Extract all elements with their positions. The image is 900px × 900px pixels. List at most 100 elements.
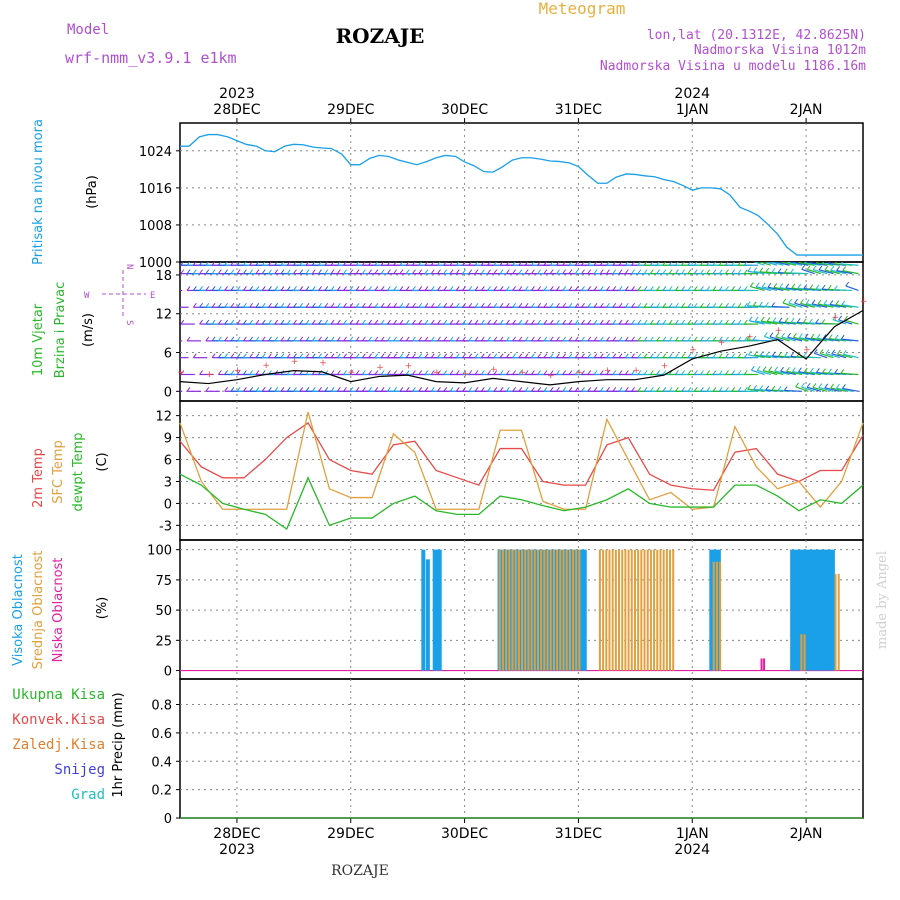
- wind-barb-flag: [668, 302, 673, 308]
- wind-barb-flag: [788, 298, 793, 304]
- top-day-label: 29DEC: [327, 102, 374, 118]
- wind-barb-flag: [437, 336, 441, 342]
- wind-barb-flag: [537, 269, 542, 274]
- wind-barb-flag: [462, 370, 466, 375]
- panel-precipitation: 0 0.2 0.4 0.6 0.8: [151, 678, 864, 827]
- wind-barb-flag: [537, 353, 542, 358]
- wind-barb-flag: [330, 336, 335, 342]
- wind-barb-flag: [180, 269, 185, 274]
- wind-barb-flag: [217, 269, 222, 274]
- bottom-day-label: 30DEC: [441, 826, 488, 842]
- wind-barb-flag: [765, 351, 770, 356]
- gust-marker: +: [262, 361, 270, 371]
- wind-barb-flag: [524, 387, 529, 392]
- wind-barb-flag: [518, 319, 523, 325]
- wind-barb-flag: [700, 370, 704, 375]
- wind-barb-flag: [474, 302, 479, 308]
- wind-barb-flag: [355, 336, 360, 342]
- wind-barb-flag: [687, 370, 692, 375]
- wind-barb-flag: [299, 269, 304, 274]
- compass-south: S: [124, 320, 134, 325]
- wind-barb-flag: [556, 269, 560, 274]
- wind-barb-flag: [837, 349, 841, 355]
- wind-barb-flag: [343, 353, 347, 358]
- wind-barb-flag: [355, 370, 360, 375]
- wind-barb-flag: [624, 370, 629, 375]
- wind-barb-flag: [330, 269, 335, 274]
- wind-barb: [804, 371, 821, 376]
- wind-barb-flag: [437, 353, 441, 358]
- gust-marker: +: [775, 326, 783, 336]
- cloud-bar: [640, 549, 643, 671]
- wind-barb-flag: [712, 336, 717, 342]
- bottom-year-label: 2024: [674, 842, 710, 858]
- cloud-bar: [432, 549, 437, 671]
- wind-barb-flag: [192, 269, 197, 274]
- gust-marker: +: [519, 368, 527, 378]
- cloud-bar: [568, 549, 571, 671]
- wind-barb-flag: [230, 319, 235, 325]
- wind-barb-flag: [810, 333, 815, 339]
- wind-barb-flag: [537, 262, 541, 266]
- wind-barb-flag: [480, 370, 485, 375]
- wind-barb-flag: [349, 269, 354, 274]
- cloud-bar: [560, 549, 565, 671]
- wind-barb-flag: [424, 262, 429, 266]
- wind-barb-flag: [760, 316, 765, 322]
- wind-barb: [841, 338, 859, 342]
- wind-barb-flag: [693, 370, 698, 375]
- wind-barb-flag: [318, 353, 322, 358]
- wind-barb-flag: [299, 387, 304, 392]
- gust-marker: +: [547, 371, 555, 381]
- wind-barb-flag: [556, 370, 560, 375]
- cloud-bar: [803, 634, 806, 671]
- wind-barb-flag: [261, 286, 266, 291]
- y-tick-label: 6: [164, 454, 172, 469]
- wind-barb-flag: [731, 286, 736, 291]
- y-tick-label: 0.4: [151, 755, 172, 770]
- cloud-bar: [649, 549, 652, 671]
- gust-marker: +: [291, 357, 299, 367]
- wind-barb-flag: [743, 336, 748, 342]
- wind-barb-flag: [761, 282, 766, 288]
- wind-barb-flag: [759, 385, 764, 390]
- wind-barb-flag: [753, 350, 758, 356]
- wind-barb-flag: [774, 366, 779, 372]
- y-tick-label: 18: [155, 269, 172, 284]
- gust-marker: +: [575, 368, 583, 378]
- page-title: ROZAJE: [336, 24, 425, 48]
- wind-barb-flag: [599, 269, 604, 274]
- wind-barb-flag: [455, 353, 460, 358]
- wind-barb-flag: [468, 319, 473, 325]
- wind-barb-flag: [712, 286, 717, 291]
- wind-barb-flag: [767, 282, 772, 288]
- cloud-ylabel-low: Niska Oblacnost: [51, 558, 66, 663]
- wind-barb-flag: [693, 336, 698, 342]
- wind-barb-flag: [643, 319, 648, 325]
- wind-barb-flag: [574, 387, 579, 392]
- wind-barb-flag: [405, 262, 410, 266]
- wind-barb-flag: [718, 302, 723, 308]
- wind-barb-flag: [224, 262, 228, 266]
- wind-barb: [845, 285, 859, 292]
- wind-barb-flag: [205, 286, 210, 291]
- wind-barb-flag: [637, 302, 642, 308]
- cloud-bar: [511, 549, 514, 671]
- cloud-bar: [505, 549, 508, 671]
- cloud-bar: [556, 549, 559, 671]
- wind-barb-flag: [243, 286, 247, 291]
- cloud-bar: [614, 549, 617, 671]
- cloud-bar: [547, 549, 552, 671]
- wind-barb-flag: [662, 319, 667, 325]
- wind-barb-flag: [587, 319, 592, 325]
- wind-barb-flag: [823, 299, 828, 305]
- wind-barb-flag: [790, 268, 794, 274]
- wind-barb-flag: [593, 262, 598, 266]
- wind-barb-flag: [718, 269, 723, 274]
- wind-barb-flag: [380, 269, 385, 274]
- wind-barb-flag: [765, 302, 769, 307]
- wind-barb: [750, 285, 765, 292]
- wind-barb-flag: [754, 316, 759, 322]
- wind-barb-flag: [568, 302, 573, 308]
- wind-barb-flag: [618, 269, 623, 274]
